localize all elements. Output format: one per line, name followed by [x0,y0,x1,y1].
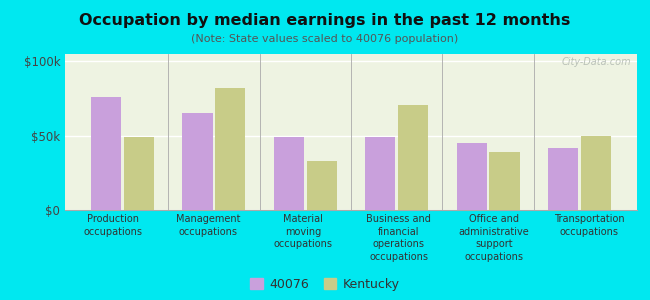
Legend: 40076, Kentucky: 40076, Kentucky [250,278,400,291]
Bar [456,143,487,210]
Text: Business and
financial
operations
occupations: Business and financial operations occupa… [366,214,431,262]
Bar [215,88,246,210]
Bar [581,136,611,210]
Text: Occupation by median earnings in the past 12 months: Occupation by median earnings in the pas… [79,14,571,28]
Text: (Note: State values scaled to 40076 population): (Note: State values scaled to 40076 popu… [191,34,459,44]
Text: Transportation
occupations: Transportation occupations [554,214,625,237]
Bar [274,137,304,210]
Text: City-Data.com: City-Data.com [562,57,631,67]
Text: Management
occupations: Management occupations [176,214,240,237]
Bar [548,148,578,210]
Text: Material
moving
occupations: Material moving occupations [274,214,333,249]
Bar [91,97,121,210]
Bar [489,152,519,210]
Bar [398,104,428,210]
Bar [183,113,213,210]
Bar [307,161,337,210]
Bar [365,137,395,210]
Bar [124,137,154,210]
Text: Production
occupations: Production occupations [83,214,142,237]
Text: Office and
administrative
support
occupations: Office and administrative support occupa… [459,214,529,262]
